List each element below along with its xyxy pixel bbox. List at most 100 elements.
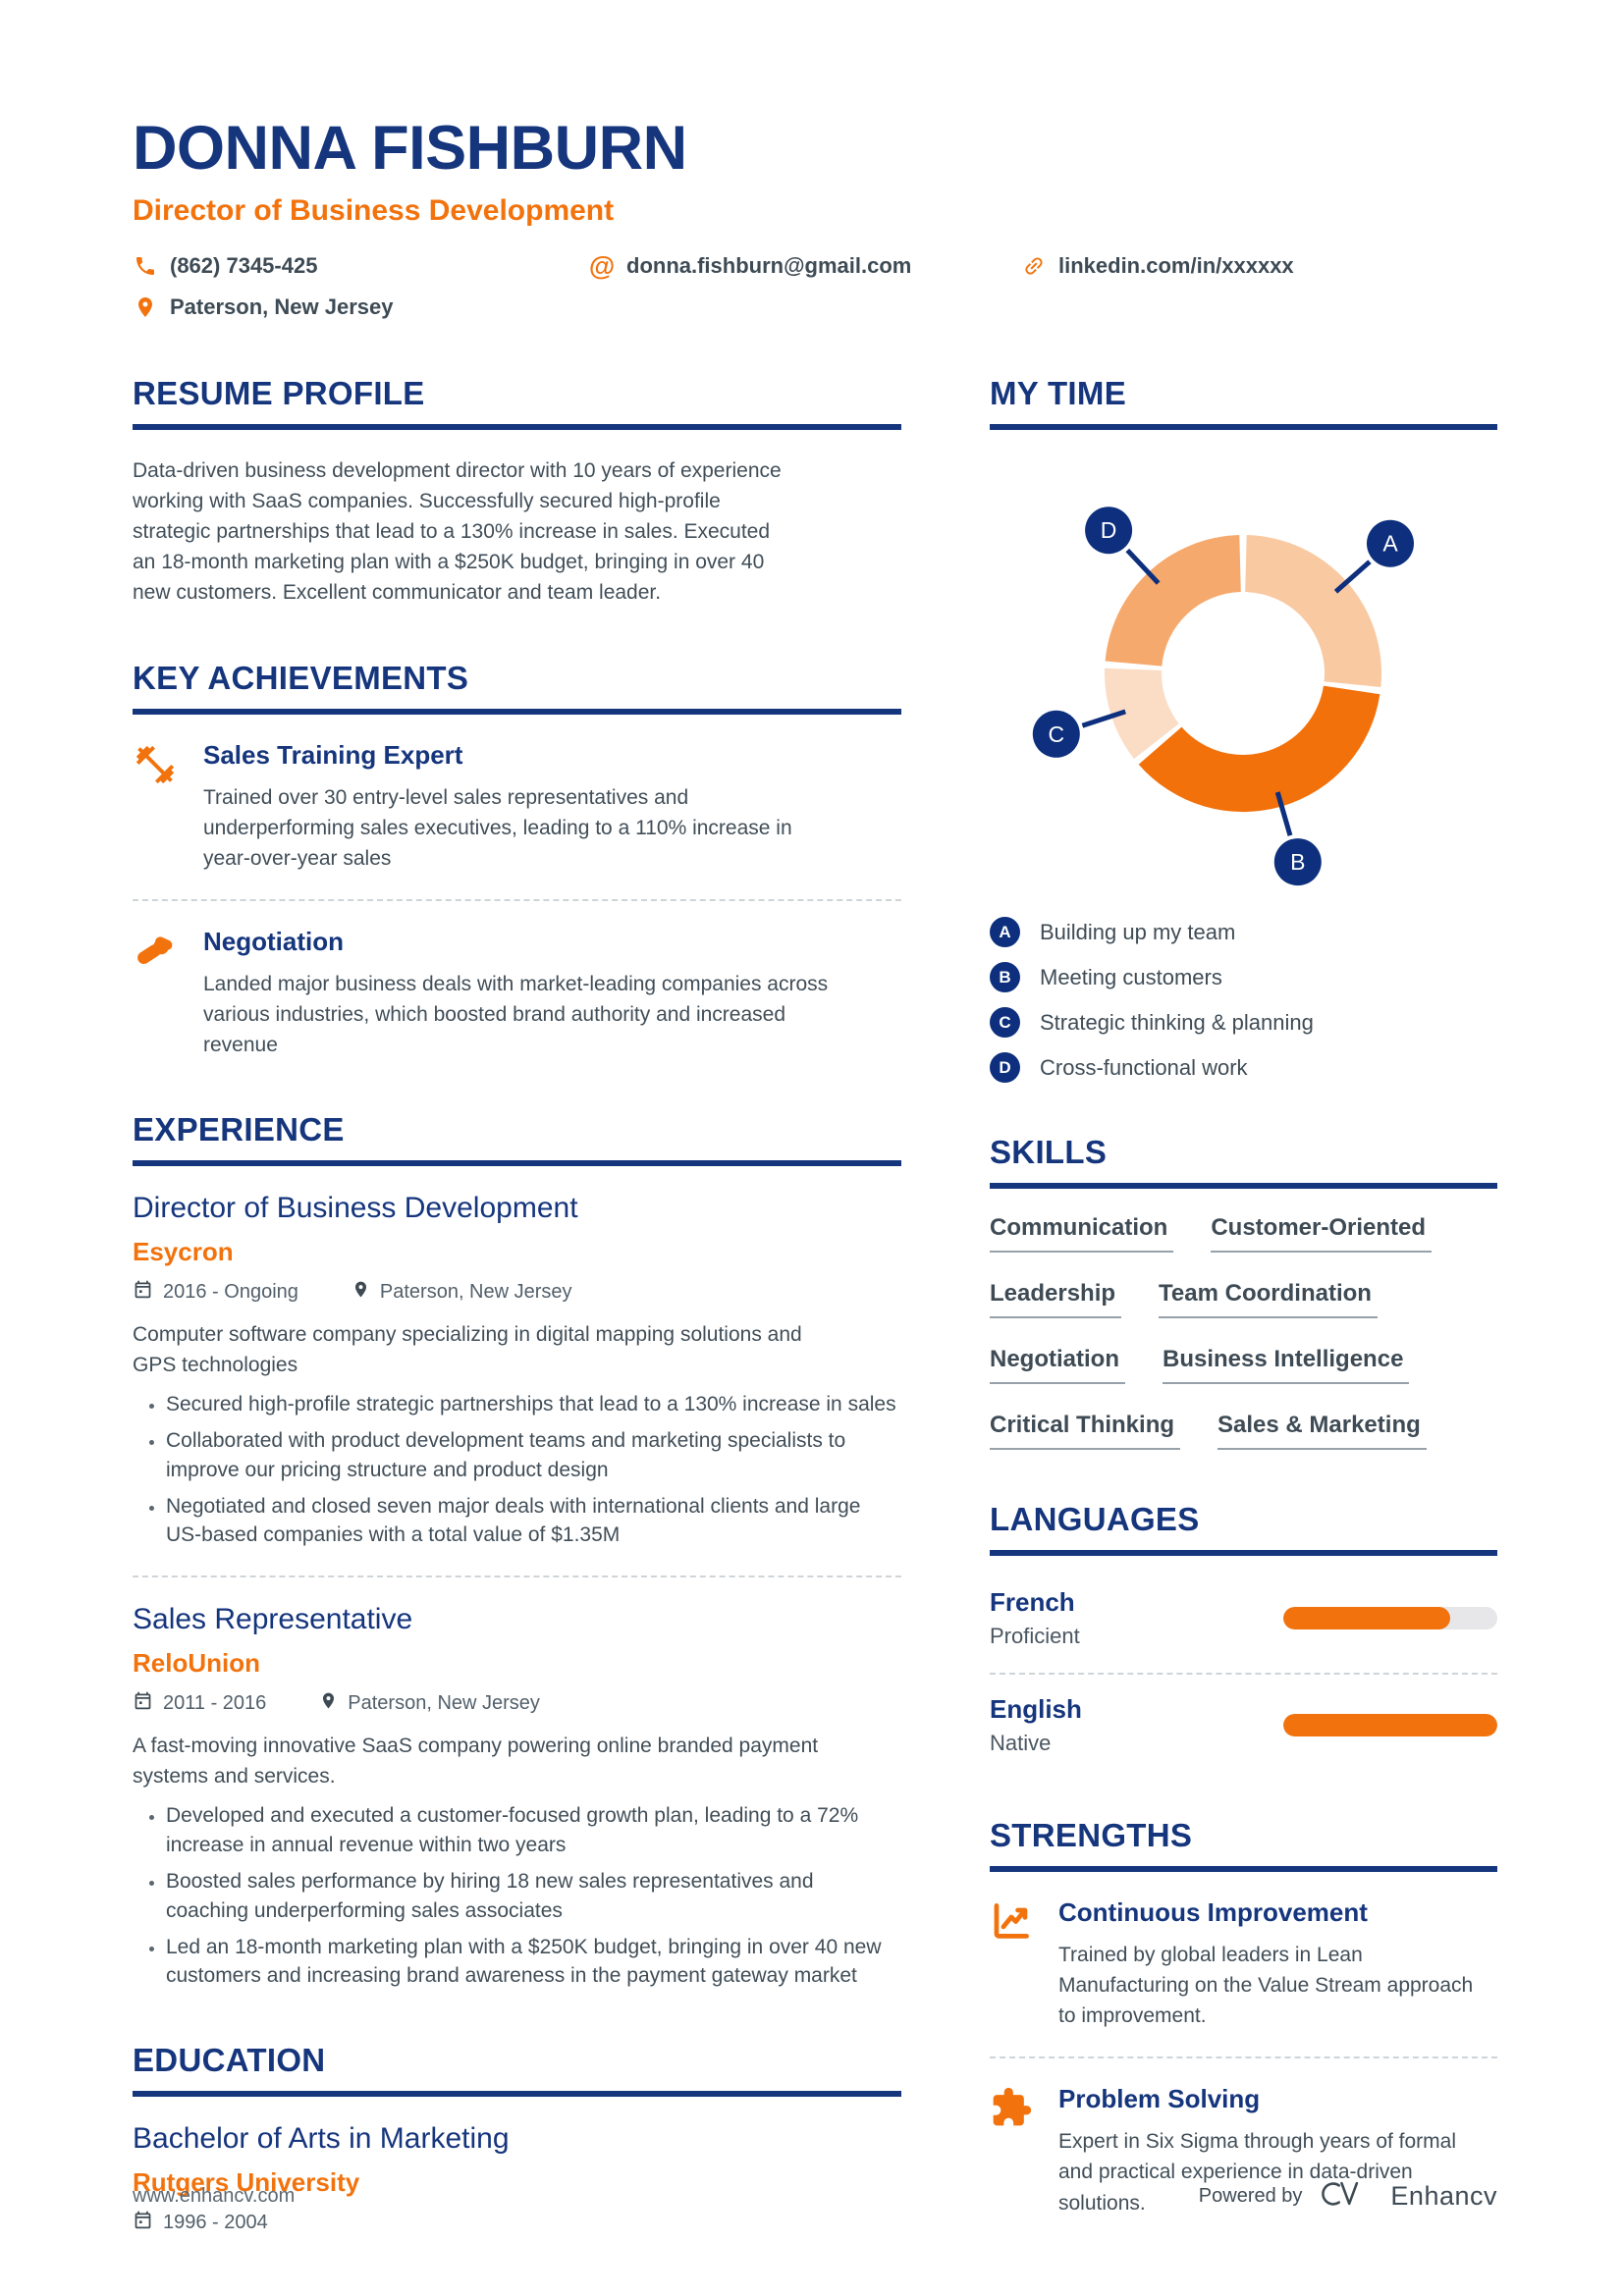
- skill-item: Team Coordination: [1159, 1280, 1378, 1319]
- legend-label: Building up my team: [1040, 919, 1236, 944]
- section-skills: SKILLS Communication Customer-Oriented L…: [990, 1134, 1497, 1451]
- legend-label: Strategic thinking & planning: [1040, 1009, 1314, 1035]
- legend-marker-b: B: [990, 962, 1020, 993]
- calendar-icon: [133, 1690, 153, 1717]
- donut-segment-D: [1105, 535, 1241, 667]
- donut-label-text-A: A: [1382, 531, 1398, 557]
- job-bullets: Developed and executed a customer-focuse…: [133, 1801, 901, 1991]
- location-pin-icon: [319, 1691, 338, 1716]
- calendar-icon: [133, 1279, 153, 1306]
- legend-marker-d: D: [990, 1052, 1020, 1084]
- brand-name[interactable]: Enhancv: [1390, 2181, 1497, 2211]
- job-bullet: Led an 18-month marketing plan with a $2…: [166, 1933, 901, 1992]
- strength-text: Expert in Six Sigma through years of for…: [1058, 2130, 1457, 2215]
- job-title: Director of Business Development: [133, 1192, 578, 1224]
- legend-item: C Strategic thinking & planning: [990, 1007, 1497, 1039]
- achievement-text: Trained over 30 entry-level sales repres…: [203, 785, 792, 870]
- location-pin-icon: [133, 294, 158, 320]
- language-proficiency-bar: [1283, 1607, 1497, 1630]
- language-proficiency-bar: [1283, 1714, 1497, 1737]
- phone-number: (862) 7345-425: [170, 253, 318, 279]
- contact-email: @ donna.fishburn@gmail.com: [589, 252, 1021, 279]
- donut-callout-line-B: [1274, 791, 1293, 837]
- skill-item: Customer-Oriented: [1211, 1214, 1433, 1254]
- language-level: Proficient: [990, 1624, 1080, 1649]
- achievement-item: Negotiation Landed major business deals …: [133, 927, 901, 1060]
- strength-title: Continuous Improvement: [1058, 1897, 1368, 1928]
- candidate-title: Director of Business Development: [133, 194, 615, 228]
- legend-label: Cross-functional work: [1040, 1054, 1248, 1080]
- legend-marker-a: A: [990, 917, 1020, 948]
- language-proficiency-fill: [1283, 1607, 1451, 1630]
- strength-text: Trained by global leaders in Lean Manufa…: [1058, 1944, 1474, 2028]
- linkedin-url[interactable]: linkedin.com/in/xxxxxx: [1058, 253, 1294, 279]
- job-company: Esycron: [133, 1237, 234, 1266]
- donut-callout-line-C: [1081, 709, 1126, 728]
- contact-info: (862) 7345-425 @ donna.fishburn@gmail.co…: [133, 252, 1497, 320]
- section-education: EDUCATION Bachelor of Arts in Marketing …: [133, 2042, 901, 2236]
- language-name: French: [990, 1587, 1075, 1618]
- education-dates-text: 1996 - 2004: [163, 2212, 268, 2234]
- skill-item: Negotiation: [990, 1346, 1125, 1385]
- donut-segment-C: [1105, 667, 1179, 760]
- strength-title: Problem Solving: [1058, 2084, 1261, 2114]
- skill-item: Leadership: [990, 1280, 1122, 1319]
- section-key-achievements: KEY ACHIEVEMENTS Sales Training Expert T…: [133, 660, 901, 1060]
- time-chart-legend: A Building up my team B Meeting customer…: [990, 917, 1497, 1084]
- donut-label-text-D: D: [1101, 517, 1117, 543]
- languages-heading: LANGUAGES: [990, 1501, 1497, 1557]
- donut-segment-B: [1138, 685, 1380, 813]
- left-column: RESUME PROFILE Data-driven business deve…: [133, 375, 901, 2287]
- dashed-divider: [990, 1673, 1497, 1676]
- donut-segment-A: [1245, 535, 1382, 688]
- skills-row: Leadership Team Coordination: [990, 1280, 1497, 1319]
- job-bullet: Boosted sales performance by hiring 18 n…: [166, 1867, 901, 1926]
- dashed-divider: [990, 2056, 1497, 2059]
- job-bullets: Secured high-profile strategic partnersh…: [133, 1390, 901, 1550]
- job-dates-text: 2016 - Ongoing: [163, 1281, 298, 1303]
- strength-item: Problem Solving Expert in Six Sigma thro…: [990, 2084, 1497, 2217]
- job-location-text: Paterson, New Jersey: [348, 1692, 540, 1715]
- job-bullet: Collaborated with product development te…: [166, 1426, 901, 1485]
- education-heading: EDUCATION: [133, 2042, 901, 2098]
- resume-profile-heading: RESUME PROFILE: [133, 375, 901, 431]
- strength-content: Continuous Improvement Trained by global…: [1058, 1897, 1492, 2031]
- language-name: English: [990, 1694, 1082, 1725]
- language-level: Native: [990, 1731, 1052, 1756]
- job-dates-text: 2011 - 2016: [163, 1692, 267, 1715]
- skills-row: Communication Customer-Oriented: [990, 1214, 1497, 1254]
- donut-label-text-C: C: [1048, 721, 1064, 747]
- job-entry: Sales Representative ReloUnion 2011 - 20…: [133, 1603, 901, 1991]
- donut-callout-line-A: [1333, 560, 1372, 594]
- location-pin-icon: [352, 1280, 370, 1305]
- education-meta: 1996 - 2004: [133, 2210, 901, 2236]
- language-info: English Native: [990, 1694, 1082, 1756]
- section-strengths: STRENGTHS Continuous Improvement Trained…: [990, 1817, 1497, 2217]
- achievement-item: Sales Training Expert Trained over 30 en…: [133, 740, 901, 874]
- contact-linkedin: linkedin.com/in/xxxxxx: [1021, 253, 1497, 279]
- donut-label-text-B: B: [1290, 849, 1305, 875]
- email-address[interactable]: donna.fishburn@gmail.com: [626, 253, 912, 279]
- calendar-icon: [133, 2210, 153, 2236]
- legend-marker-c: C: [990, 1007, 1020, 1039]
- website-url[interactable]: www.enhancv.com: [133, 2185, 296, 2207]
- section-experience: EXPERIENCE Director of Business Developm…: [133, 1111, 901, 1991]
- page-footer: www.enhancv.com Powered by Enhancv: [133, 2177, 1497, 2216]
- donut-label-circle-C: [1032, 710, 1080, 758]
- phone-icon: [133, 253, 158, 279]
- legend-item: B Meeting customers: [990, 962, 1497, 993]
- language-item: English Native: [990, 1688, 1497, 1766]
- job-location-text: Paterson, New Jersey: [379, 1281, 572, 1303]
- trend-chart-icon: [990, 1897, 1035, 2031]
- contact-phone: (862) 7345-425: [133, 253, 589, 279]
- skills-heading: SKILLS: [990, 1134, 1497, 1190]
- content-columns: RESUME PROFILE Data-driven business deve…: [133, 375, 1497, 2287]
- job-meta: 2016 - Ongoing Paterson, New Jersey: [133, 1279, 901, 1306]
- job-location: Paterson, New Jersey: [352, 1280, 572, 1305]
- job-bullet: Secured high-profile strategic partnersh…: [166, 1390, 901, 1419]
- section-resume-profile: RESUME PROFILE Data-driven business deve…: [133, 375, 901, 608]
- achievement-title: Sales Training Expert: [203, 739, 463, 770]
- job-entry: Director of Business Development Esycron…: [133, 1192, 901, 1550]
